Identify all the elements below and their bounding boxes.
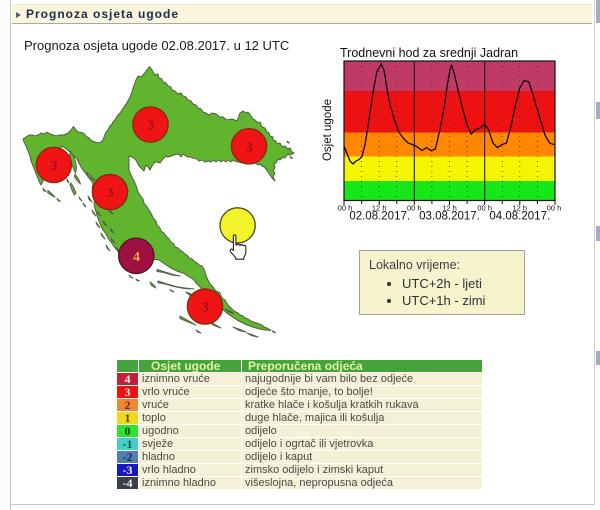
svg-text:12 h: 12 h	[512, 204, 527, 213]
svg-text:3: 3	[107, 186, 114, 201]
svg-text:4: 4	[133, 250, 140, 265]
svg-text:03.08.2017.: 03.08.2017.	[419, 211, 480, 223]
svg-text:00 h: 00 h	[477, 204, 492, 213]
svg-text:00 h: 00 h	[547, 204, 562, 213]
svg-text:00 h: 00 h	[407, 204, 422, 213]
svg-text:04.08.2017.: 04.08.2017.	[489, 211, 550, 223]
svg-text:00 h: 00 h	[338, 204, 353, 213]
svg-text:12 h: 12 h	[372, 204, 387, 213]
svg-text:02.08.2017.: 02.08.2017.	[349, 211, 410, 223]
svg-text:Osjet ugode: Osjet ugode	[322, 99, 334, 161]
svg-text:3: 3	[51, 159, 58, 174]
svg-text:3: 3	[147, 119, 154, 134]
svg-text:Trodnevni hod za srednji Jadra: Trodnevni hod za srednji Jadran	[340, 46, 518, 60]
svg-text:12 h: 12 h	[442, 204, 457, 213]
svg-text:3: 3	[246, 140, 253, 155]
svg-text:3: 3	[202, 301, 209, 316]
